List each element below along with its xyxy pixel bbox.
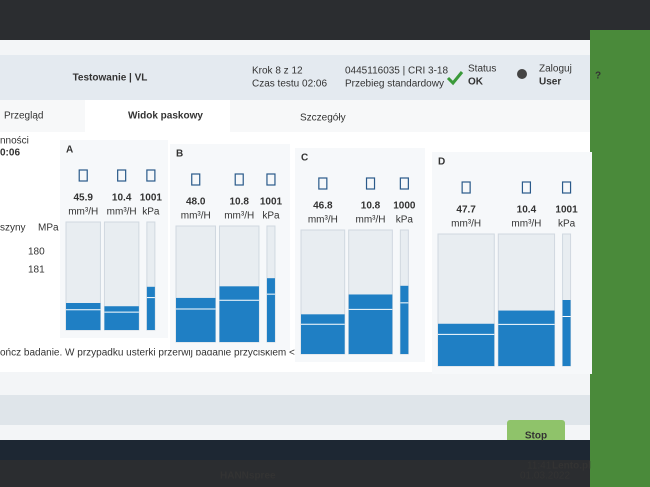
- side-text: szyny: [0, 223, 26, 234]
- message: ończ badanie. W przypadku usterki przerw…: [0, 348, 321, 359]
- gauge-value: 10.8: [229, 197, 249, 208]
- gauge-fill: [176, 297, 216, 342]
- gauge-icon: [78, 169, 88, 182]
- gauge-unit: kPa: [142, 207, 160, 218]
- stop-label[interactable]: Stop: [525, 431, 547, 442]
- gauge-value: 10.4: [112, 193, 132, 204]
- gauge-fill: [266, 278, 275, 342]
- gauge-icon: [318, 177, 328, 190]
- user-name: User: [539, 77, 561, 88]
- gauge-value: 10.4: [517, 205, 537, 216]
- active-tab[interactable]: [85, 100, 230, 132]
- gauge-unit: mm³/H: [356, 215, 386, 226]
- gauge-value: 1000: [393, 201, 416, 212]
- app-title: Testowanie | VL: [73, 73, 148, 84]
- step: Krok 8 z 12: [252, 66, 303, 77]
- tab[interactable]: Szczegóły: [300, 113, 346, 124]
- gauge-icon: [191, 173, 201, 186]
- tab[interactable]: Przegląd: [4, 111, 43, 122]
- gauge-value: 45.9: [73, 193, 93, 204]
- gauge-unit: mm³/H: [68, 207, 98, 218]
- side-text: nności: [0, 136, 29, 147]
- background-green: [590, 30, 650, 487]
- gauge-fill: [348, 294, 393, 354]
- help-button[interactable]: ?: [595, 71, 601, 82]
- clock-date: 01.03.2022: [520, 471, 570, 482]
- tab[interactable]: Widok paskowy: [128, 111, 203, 122]
- test-time: Czas testu 02:06: [252, 79, 327, 90]
- gauge-fill: [104, 306, 139, 330]
- gauge-icon: [561, 181, 572, 194]
- side-value: 180: [28, 247, 45, 258]
- gauge-unit: kPa: [262, 211, 280, 222]
- group-label: A: [66, 145, 73, 156]
- gauge-fill: [301, 314, 345, 354]
- gauge-icon: [117, 169, 127, 182]
- ok-icon: [446, 71, 464, 86]
- gauge-icon: [521, 181, 532, 194]
- side-text: 0:06: [0, 148, 20, 159]
- status-value: OK: [468, 77, 484, 88]
- gauge-fill: [219, 286, 259, 342]
- header-bar: [0, 55, 632, 100]
- gauge-value: 1001: [555, 205, 578, 216]
- gauge-value: 47.7: [456, 205, 476, 216]
- side-unit: MPa: [38, 223, 59, 234]
- status-label: Status: [468, 64, 496, 75]
- watermark: Lento.pl: [552, 461, 591, 472]
- gauge-unit: kPa: [558, 219, 576, 230]
- gauge-fill: [146, 286, 155, 330]
- gauge-value: 48.0: [186, 197, 206, 208]
- gauge-unit: mm³/H: [181, 211, 211, 222]
- login-label[interactable]: Zaloguj: [539, 64, 572, 75]
- run-mode: Przebieg standardowy: [345, 79, 444, 90]
- side-value: 181: [28, 265, 45, 276]
- gauge-icon: [266, 173, 276, 186]
- gauge-fill: [498, 310, 555, 366]
- user-icon: [517, 69, 527, 79]
- gauge-icon: [234, 173, 244, 186]
- gauge-value: 10.8: [361, 201, 381, 212]
- gauge-fill: [400, 285, 409, 354]
- group-label: D: [438, 157, 445, 168]
- gauge-area: A45.9mm³/H10.4mm³/H1001kPaB48.0mm³/H10.8…: [60, 140, 592, 374]
- gauge-icon: [461, 181, 471, 194]
- gauge-unit: mm³/H: [451, 219, 481, 230]
- gauge-unit: mm³/H: [107, 207, 137, 218]
- monitor-brand: HANNspree: [220, 471, 276, 482]
- gauge-unit: kPa: [396, 215, 414, 226]
- group-label: B: [176, 149, 183, 160]
- gauge-fill: [66, 303, 101, 330]
- taskbar: [0, 440, 632, 460]
- gauge-value: 1001: [260, 197, 283, 208]
- group-label: C: [301, 153, 308, 164]
- gauge-fill: [438, 323, 495, 366]
- gauge-icon: [365, 177, 376, 190]
- gauge-unit: mm³/H: [308, 215, 338, 226]
- gauge-fill: [562, 300, 571, 366]
- gauge-icon: [399, 177, 409, 190]
- gauge-value: 46.8: [313, 201, 333, 212]
- gauge-unit: mm³/H: [511, 219, 541, 230]
- clock-time: 11:41: [527, 461, 552, 472]
- part-number: 0445116035 | CRI 3-18: [345, 66, 448, 77]
- gauge-icon: [146, 169, 156, 182]
- gauge-value: 1001: [140, 193, 163, 204]
- gauge-unit: mm³/H: [224, 211, 254, 222]
